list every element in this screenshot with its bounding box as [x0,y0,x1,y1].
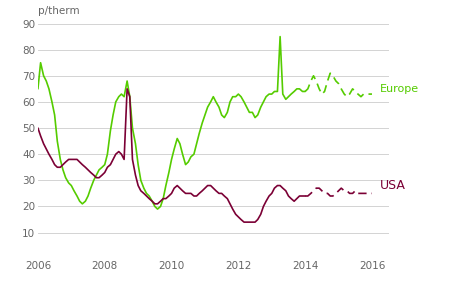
Text: USA: USA [380,179,406,192]
Text: p/therm: p/therm [38,6,80,16]
Text: Europe: Europe [380,84,419,94]
